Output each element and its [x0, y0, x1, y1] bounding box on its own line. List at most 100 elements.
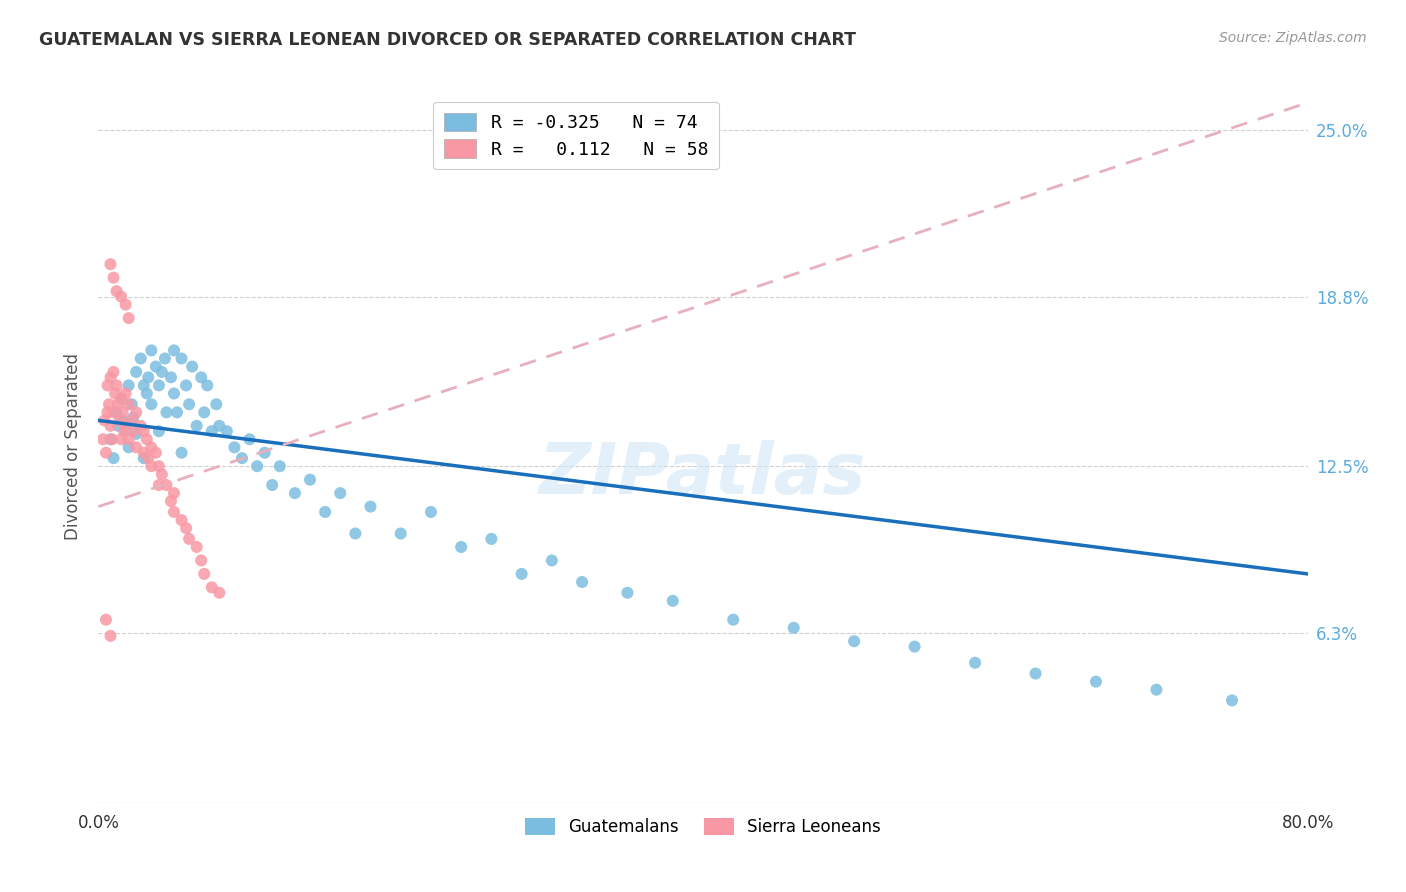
Point: [166, 405, 188, 419]
Point: [150, 467, 173, 482]
Point: [110, 289, 132, 303]
Point: [201, 424, 224, 438]
Point: [111, 405, 134, 419]
Point: [101, 432, 124, 446]
Point: [1085, 674, 1108, 689]
Point: [360, 500, 382, 514]
Point: [190, 553, 212, 567]
Point: [100, 432, 122, 446]
Point: [783, 621, 806, 635]
Point: [122, 424, 145, 438]
Point: [118, 378, 141, 392]
Text: GUATEMALAN VS SIERRA LEONEAN DIVORCED OR SEPARATED CORRELATION CHART: GUATEMALAN VS SIERRA LEONEAN DIVORCED OR…: [39, 31, 856, 49]
Point: [450, 540, 472, 554]
Point: [107, 418, 129, 433]
Point: [186, 540, 208, 554]
Point: [155, 405, 177, 419]
Point: [723, 613, 745, 627]
Point: [170, 446, 193, 460]
Point: [135, 386, 157, 401]
Point: [129, 418, 152, 433]
Point: [170, 351, 193, 366]
Text: ZIPatlas: ZIPatlas: [540, 440, 866, 509]
Point: [118, 432, 141, 446]
Text: Source: ZipAtlas.com: Source: ZipAtlas.com: [1219, 31, 1367, 45]
Point: [174, 521, 197, 535]
Point: [103, 270, 125, 285]
Point: [107, 397, 129, 411]
Point: [121, 413, 143, 427]
Point: [616, 586, 638, 600]
Point: [148, 378, 170, 392]
Point: [186, 418, 208, 433]
Point: [153, 351, 176, 366]
Point: [114, 418, 136, 433]
Point: [118, 397, 141, 411]
Point: [121, 397, 143, 411]
Point: [904, 640, 927, 654]
Point: [103, 365, 125, 379]
Point: [145, 359, 167, 374]
Point: [125, 405, 148, 419]
Point: [125, 365, 148, 379]
Point: [132, 378, 155, 392]
Point: [110, 432, 132, 446]
Point: [136, 451, 159, 466]
Point: [125, 441, 148, 455]
Point: [132, 451, 155, 466]
Point: [132, 446, 155, 460]
Point: [181, 359, 204, 374]
Point: [100, 257, 122, 271]
Point: [179, 397, 201, 411]
Point: [141, 397, 163, 411]
Point: [132, 424, 155, 438]
Point: [118, 311, 141, 326]
Point: [125, 426, 148, 441]
Point: [141, 459, 163, 474]
Point: [344, 526, 367, 541]
Point: [148, 478, 170, 492]
Point: [284, 486, 307, 500]
Point: [208, 586, 231, 600]
Point: [314, 505, 336, 519]
Point: [163, 386, 186, 401]
Point: [100, 370, 122, 384]
Point: [329, 486, 352, 500]
Point: [141, 441, 163, 455]
Point: [163, 343, 186, 358]
Point: [389, 526, 412, 541]
Point: [571, 574, 593, 589]
Point: [844, 634, 866, 648]
Point: [91, 432, 114, 446]
Point: [111, 413, 134, 427]
Point: [100, 629, 122, 643]
Point: [136, 370, 159, 384]
Point: [193, 566, 215, 581]
Point: [110, 392, 132, 406]
Point: [231, 451, 253, 466]
Point: [246, 459, 269, 474]
Point: [179, 532, 201, 546]
Point: [114, 298, 136, 312]
Point: [160, 494, 183, 508]
Point: [135, 432, 157, 446]
Point: [253, 446, 276, 460]
Point: [510, 566, 533, 581]
Point: [141, 343, 163, 358]
Point: [112, 424, 135, 438]
Point: [108, 413, 131, 427]
Point: [105, 284, 128, 298]
Point: [195, 378, 218, 392]
Point: [104, 386, 127, 401]
Point: [201, 580, 224, 594]
Point: [208, 418, 231, 433]
Point: [105, 378, 128, 392]
Point: [1144, 682, 1167, 697]
Point: [150, 365, 173, 379]
Point: [98, 397, 121, 411]
Point: [148, 424, 170, 438]
Point: [193, 405, 215, 419]
Point: [190, 370, 212, 384]
Point: [170, 513, 193, 527]
Point: [155, 478, 177, 492]
